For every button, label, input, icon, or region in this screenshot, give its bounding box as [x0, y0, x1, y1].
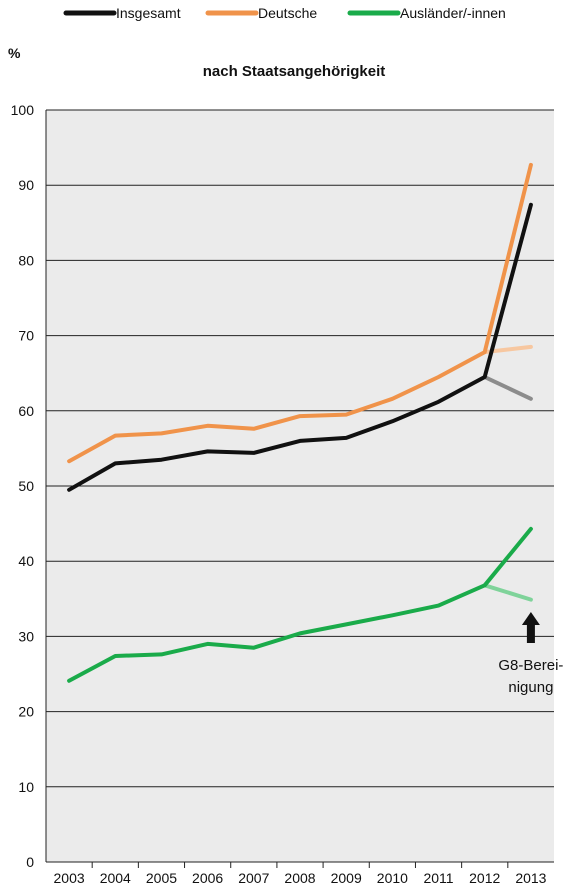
legend-label-insgesamt: Insgesamt [116, 5, 181, 21]
x-tick-label-2003: 2003 [54, 870, 85, 886]
series-line-ausl-nder-innen [67, 526, 533, 683]
y-tick-label-20: 20 [18, 704, 34, 720]
y-tick-label-80: 80 [18, 252, 34, 268]
legend-label-deutsche: Deutsche [258, 5, 317, 21]
x-tick-label-2013: 2013 [515, 870, 546, 886]
up-arrow-icon [521, 612, 540, 643]
y-tick-label-70: 70 [18, 328, 34, 344]
y-tick-label-40: 40 [18, 553, 34, 569]
y-axis-tick-labels: 0 10 20 30 40 50 60 70 80 90 100 [11, 102, 35, 870]
adjusted-line-insgesamt [482, 375, 533, 401]
x-tick-label-2008: 2008 [284, 870, 315, 886]
legend-item-insgesamt: Insgesamt [63, 5, 181, 21]
y-tick-label-90: 90 [18, 177, 34, 193]
legend-label-ausl-nder-innen: Ausländer/-innen [400, 5, 506, 21]
y-tick-label-0: 0 [26, 854, 34, 870]
y-tick-label-30: 30 [18, 628, 34, 644]
gridlines [45, 109, 554, 868]
x-tick-label-2007: 2007 [238, 870, 269, 886]
y-tick-label-50: 50 [18, 478, 34, 494]
x-tick-label-2010: 2010 [377, 870, 408, 886]
series-lines [67, 162, 533, 683]
y-axis-unit-label: % [8, 45, 21, 61]
annotation-text-line: nigung [508, 679, 553, 696]
x-tick-label-2005: 2005 [146, 870, 177, 886]
chart-title: nach Staatsangehörigkeit [203, 63, 386, 80]
y-tick-label-10: 10 [18, 779, 34, 795]
x-tick-label-2004: 2004 [100, 870, 131, 886]
x-tick-label-2006: 2006 [192, 870, 223, 886]
x-tick-label-2011: 2011 [423, 870, 453, 886]
g8-annotation: G8-Berei-nigung [498, 612, 563, 696]
legend-item-ausl-nder-innen: Ausländer/-innen [347, 5, 506, 21]
x-tick-label-2012: 2012 [469, 870, 500, 886]
series-line-deutsche [67, 162, 533, 464]
legend: Insgesamt Deutsche Ausländer/-innen [63, 5, 506, 21]
y-tick-label-60: 60 [18, 403, 34, 419]
annotation-text-line: G8-Berei- [498, 657, 563, 674]
x-tick-label-2009: 2009 [331, 870, 362, 886]
y-tick-label-100: 100 [11, 102, 35, 118]
legend-item-deutsche: Deutsche [205, 5, 317, 21]
x-axis-tick-labels: 2003 2004 2005 2006 2007 2008 2009 2010 2011 2012… [54, 870, 547, 886]
series-line-insgesamt [67, 202, 533, 492]
adjusted-line-ausl-nder-innen [482, 583, 533, 602]
